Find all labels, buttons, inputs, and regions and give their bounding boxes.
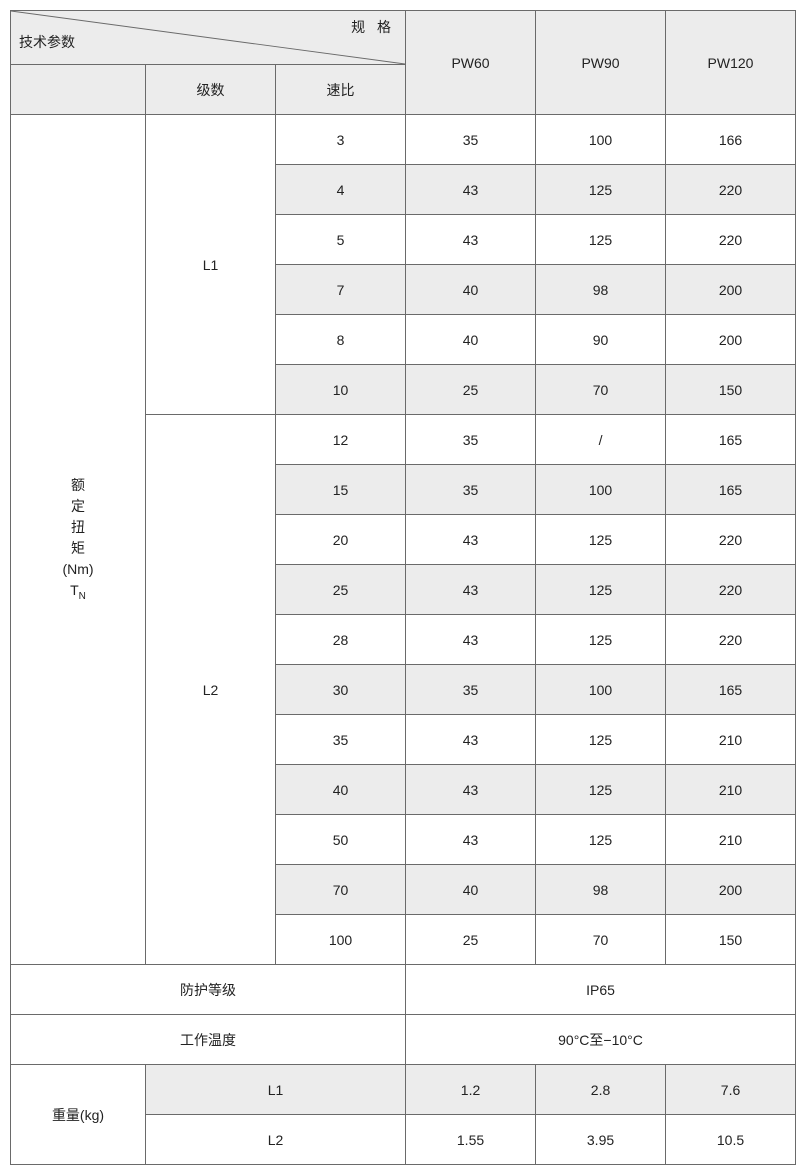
spec-label: 规 格 xyxy=(351,17,395,37)
ratio-cell: 70 xyxy=(276,865,406,915)
value-cell: 43 xyxy=(406,715,536,765)
weight-value: 7.6 xyxy=(666,1065,796,1115)
value-cell: 98 xyxy=(536,265,666,315)
value-cell: 200 xyxy=(666,265,796,315)
ratio-cell: 4 xyxy=(276,165,406,215)
weight-stage-L1: L1 xyxy=(146,1065,406,1115)
ratio-cell: 40 xyxy=(276,765,406,815)
ratio-cell: 28 xyxy=(276,615,406,665)
value-cell: 165 xyxy=(666,665,796,715)
ratio-cell: 100 xyxy=(276,915,406,965)
weight-value: 3.95 xyxy=(536,1115,666,1165)
value-cell: 150 xyxy=(666,915,796,965)
model-header-0: PW60 xyxy=(406,11,536,115)
protection-label: 防护等级 xyxy=(11,965,406,1015)
ratio-cell: 12 xyxy=(276,415,406,465)
value-cell: 210 xyxy=(666,815,796,865)
value-cell: 125 xyxy=(536,815,666,865)
value-cell: 150 xyxy=(666,365,796,415)
value-cell: 40 xyxy=(406,865,536,915)
value-cell: 200 xyxy=(666,315,796,365)
ratio-cell: 3 xyxy=(276,115,406,165)
value-cell: 98 xyxy=(536,865,666,915)
model-header-1: PW90 xyxy=(536,11,666,115)
value-cell: 25 xyxy=(406,365,536,415)
stage-label-L2: L2 xyxy=(146,415,276,965)
value-cell: 220 xyxy=(666,615,796,665)
protection-value: IP65 xyxy=(406,965,796,1015)
weight-value: 1.2 xyxy=(406,1065,536,1115)
header-blank xyxy=(11,65,146,115)
value-cell: 100 xyxy=(536,115,666,165)
value-cell: 70 xyxy=(536,365,666,415)
value-cell: 220 xyxy=(666,165,796,215)
torque-row-label: 额定扭矩(Nm)TN xyxy=(11,115,146,965)
value-cell: 100 xyxy=(536,465,666,515)
value-cell: 125 xyxy=(536,715,666,765)
value-cell: 43 xyxy=(406,815,536,865)
stage-header: 级数 xyxy=(146,65,276,115)
ratio-cell: 10 xyxy=(276,365,406,415)
weight-label: 重量(kg) xyxy=(11,1065,146,1165)
value-cell: 165 xyxy=(666,415,796,465)
value-cell: 125 xyxy=(536,215,666,265)
ratio-cell: 7 xyxy=(276,265,406,315)
ratio-cell: 35 xyxy=(276,715,406,765)
ratio-cell: 5 xyxy=(276,215,406,265)
weight-value: 10.5 xyxy=(666,1115,796,1165)
value-cell: 220 xyxy=(666,565,796,615)
value-cell: 125 xyxy=(536,565,666,615)
ratio-cell: 8 xyxy=(276,315,406,365)
value-cell: 125 xyxy=(536,165,666,215)
value-cell: 165 xyxy=(666,465,796,515)
value-cell: 40 xyxy=(406,265,536,315)
value-cell: 70 xyxy=(536,915,666,965)
model-header-2: PW120 xyxy=(666,11,796,115)
value-cell: 43 xyxy=(406,515,536,565)
ratio-cell: 25 xyxy=(276,565,406,615)
value-cell: 43 xyxy=(406,165,536,215)
weight-stage-L2: L2 xyxy=(146,1115,406,1165)
value-cell: / xyxy=(536,415,666,465)
value-cell: 43 xyxy=(406,765,536,815)
ratio-cell: 50 xyxy=(276,815,406,865)
value-cell: 40 xyxy=(406,315,536,365)
temperature-value: 90°C至−10°C xyxy=(406,1015,796,1065)
value-cell: 35 xyxy=(406,115,536,165)
ratio-cell: 20 xyxy=(276,515,406,565)
value-cell: 43 xyxy=(406,215,536,265)
value-cell: 166 xyxy=(666,115,796,165)
value-cell: 25 xyxy=(406,915,536,965)
ratio-cell: 15 xyxy=(276,465,406,515)
value-cell: 43 xyxy=(406,565,536,615)
value-cell: 125 xyxy=(536,515,666,565)
ratio-cell: 30 xyxy=(276,665,406,715)
value-cell: 200 xyxy=(666,865,796,915)
tech-params-label: 技术参数 xyxy=(19,32,75,52)
value-cell: 210 xyxy=(666,715,796,765)
temperature-label: 工作温度 xyxy=(11,1015,406,1065)
value-cell: 125 xyxy=(536,765,666,815)
spec-table: 规 格技术参数PW60PW90PW120级数速比额定扭矩(Nm)TNL13351… xyxy=(10,10,796,1165)
ratio-header: 速比 xyxy=(276,65,406,115)
value-cell: 220 xyxy=(666,515,796,565)
torque-label: 额定扭矩(Nm)TN xyxy=(11,475,145,604)
weight-value: 1.55 xyxy=(406,1115,536,1165)
value-cell: 220 xyxy=(666,215,796,265)
value-cell: 125 xyxy=(536,615,666,665)
value-cell: 43 xyxy=(406,615,536,665)
value-cell: 90 xyxy=(536,315,666,365)
value-cell: 35 xyxy=(406,665,536,715)
value-cell: 100 xyxy=(536,665,666,715)
weight-value: 2.8 xyxy=(536,1065,666,1115)
value-cell: 35 xyxy=(406,415,536,465)
value-cell: 210 xyxy=(666,765,796,815)
stage-label-L1: L1 xyxy=(146,115,276,415)
header-diagonal-cell: 规 格技术参数 xyxy=(11,11,406,65)
value-cell: 35 xyxy=(406,465,536,515)
